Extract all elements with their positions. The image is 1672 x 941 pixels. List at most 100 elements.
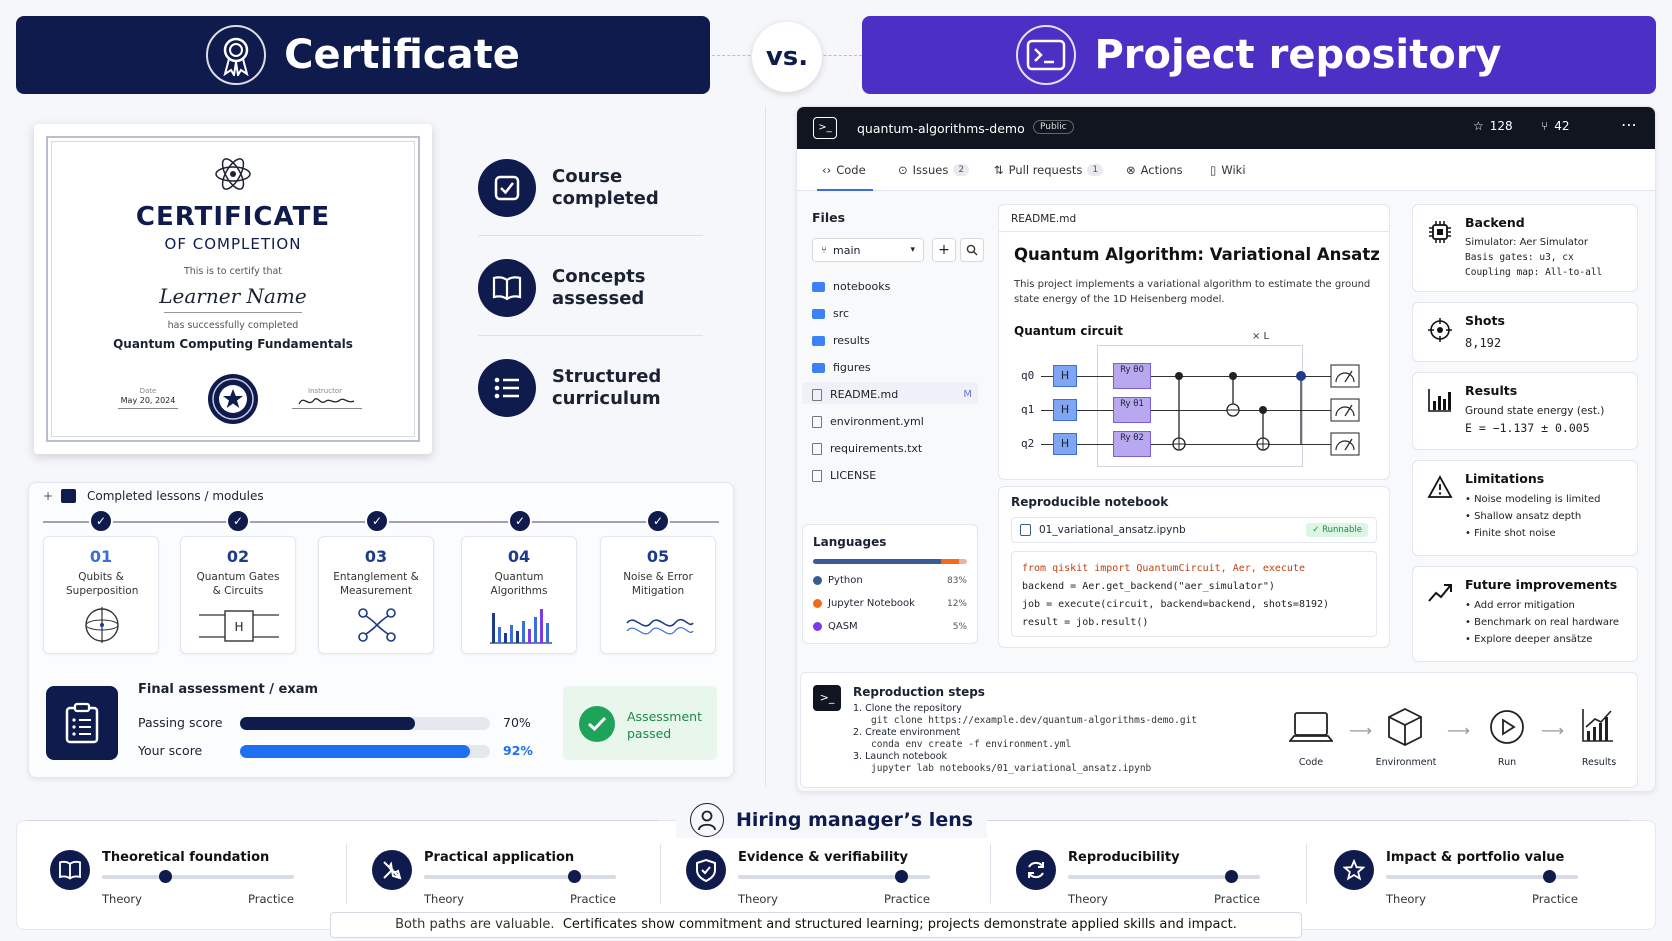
- histogram-icon: [490, 609, 552, 644]
- notebook-file-row[interactable]: 01_variational_ansatz.ipynb ✓ Runnable: [1011, 517, 1377, 543]
- lesson-card-02[interactable]: 02 Quantum Gates & Circuits H: [180, 536, 296, 654]
- lesson-card-01[interactable]: 01 Qubits & Superposition: [43, 536, 159, 654]
- side-line: Coupling map: All-to-all: [1465, 267, 1603, 278]
- repo-name[interactable]: quantum-algorithms-demo: [857, 121, 1025, 136]
- theory-label: Theory: [1068, 892, 1108, 906]
- code-line: result = job.result(): [1022, 617, 1149, 628]
- step-label: 3. Launch notebook: [853, 751, 948, 762]
- file-item[interactable]: src: [812, 307, 849, 320]
- branch-icon: ⑂: [821, 244, 827, 256]
- qubit-wire: [1041, 444, 1351, 445]
- tab-label: Wiki: [1221, 163, 1246, 177]
- module-icon: [61, 489, 76, 503]
- target-icon: [1428, 318, 1452, 342]
- terminal-icon: [1016, 25, 1077, 85]
- backend-card: Backend Simulator: Aer Simulator Basis ga…: [1412, 204, 1638, 292]
- cube-icon: [1388, 707, 1422, 747]
- file-name: src: [833, 307, 850, 320]
- file-name: LICENSE: [830, 469, 877, 482]
- notebook-icon: [1020, 524, 1031, 536]
- file-item[interactable]: README.md M: [812, 388, 972, 401]
- wave-icon: [626, 618, 694, 635]
- file-item[interactable]: requirements.txt: [812, 442, 922, 455]
- star-button[interactable]: ☆ 128: [1473, 119, 1513, 133]
- tab-pull-requests[interactable]: ⇅ Pull requests 1: [994, 163, 1104, 177]
- side-line: • Shallow ansatz depth: [1465, 511, 1582, 522]
- step-command[interactable]: git clone https://example.dev/quantum-al…: [871, 715, 1198, 726]
- side-line: • Noise modeling is limited: [1465, 494, 1601, 505]
- add-file-button[interactable]: +: [932, 238, 956, 262]
- lesson-number: 04: [507, 547, 531, 566]
- file-name: figures: [833, 361, 871, 374]
- pull-request-icon: ⇅: [994, 163, 1004, 177]
- language-name: Python: [828, 575, 863, 586]
- assessment-badge-text: Assessment passed: [627, 709, 702, 741]
- warning-icon: [1427, 475, 1453, 498]
- lens-marker: [895, 870, 909, 883]
- your-score-value: 92%: [503, 743, 533, 758]
- lesson-check-icon: ✓: [89, 509, 113, 533]
- fork-button[interactable]: ⑂ 42: [1541, 119, 1569, 133]
- branch-select[interactable]: ⑂ main ▾: [812, 238, 924, 262]
- lesson-card-04[interactable]: 04 Quantum Algorithms: [461, 536, 577, 654]
- actions-icon: ⊗: [1126, 163, 1136, 177]
- language-dot: [813, 599, 822, 608]
- passing-score-track: [240, 717, 490, 730]
- list-icon: [478, 359, 536, 417]
- chevron-down-icon: ▾: [910, 245, 915, 255]
- tab-actions[interactable]: ⊗ Actions: [1126, 163, 1183, 177]
- tab-issues[interactable]: ⊙ Issues 2: [898, 163, 970, 177]
- file-item[interactable]: notebooks: [812, 280, 890, 293]
- languages-title: Languages: [813, 535, 887, 549]
- file-item[interactable]: LICENSE: [812, 469, 876, 482]
- tab-label: Pull requests: [1008, 163, 1083, 177]
- file-selected-bg: [802, 382, 978, 404]
- step-command[interactable]: conda env create -f environment.yml: [871, 739, 1072, 750]
- lesson-check-icon: ✓: [646, 509, 670, 533]
- language-pct: 83%: [946, 575, 967, 586]
- lens-item-title: Reproducibility: [1068, 850, 1180, 865]
- completed-text: has successfully completed: [167, 320, 299, 331]
- file-icon: [812, 442, 822, 455]
- step-command[interactable]: jupyter lab notebooks/01_variational_ans…: [871, 763, 1152, 774]
- side-card-body: Simulator: Aer Simulator Basis gates: u3,…: [1465, 235, 1602, 280]
- tab-code[interactable]: ‹› Code: [822, 163, 866, 177]
- file-item[interactable]: figures: [812, 361, 871, 374]
- notebook-title: Reproducible notebook: [1011, 495, 1169, 509]
- practice-label: Practice: [1532, 892, 1578, 906]
- passing-score-fill: [240, 717, 415, 730]
- side-card-title: Backend: [1465, 215, 1525, 230]
- date-label: Date: [139, 387, 157, 395]
- lesson-card-05[interactable]: 05 Noise & Error Mitigation: [600, 536, 716, 654]
- passing-score-value: 70%: [503, 715, 531, 730]
- lens-track: [424, 875, 616, 879]
- lesson-card-03[interactable]: 03 Entanglement & Measurement: [318, 536, 434, 654]
- language-pct: 12%: [946, 598, 967, 609]
- exam-icon: [46, 686, 118, 760]
- lens-separator: [1306, 844, 1307, 904]
- language-name: Jupyter Notebook: [828, 598, 915, 609]
- flow-label: Environment: [1375, 757, 1437, 768]
- check-circle-icon: [579, 706, 615, 742]
- footer-note: Both paths are valuable. Certificates sh…: [330, 912, 1302, 938]
- expand-icon[interactable]: +: [43, 489, 54, 503]
- lesson-number: 03: [364, 547, 388, 566]
- side-card-body: • Noise modeling is limited • Shallow ans…: [1465, 491, 1600, 542]
- readme-divider: [999, 231, 1389, 232]
- folder-icon: [812, 308, 825, 319]
- ry-gate: Ry θ1: [1113, 397, 1151, 423]
- lens-rule-right: [960, 820, 1630, 821]
- learner-name: Learner Name: [159, 284, 307, 308]
- search-files-button[interactable]: [960, 238, 984, 262]
- repo-terminal-icon: >_: [813, 117, 837, 139]
- svg-text:H: H: [234, 620, 243, 634]
- flow-label: Code: [1298, 757, 1324, 768]
- lesson-number: 02: [226, 547, 250, 566]
- lesson-number: 01: [89, 547, 113, 566]
- file-item[interactable]: environment.yml: [812, 415, 924, 428]
- tab-wiki[interactable]: ▯ Wiki: [1210, 163, 1246, 177]
- more-menu-icon[interactable]: ⋯: [1621, 115, 1637, 134]
- entanglement-icon: [358, 608, 396, 642]
- your-score-label: Your score: [138, 743, 203, 758]
- file-item[interactable]: results: [812, 334, 870, 347]
